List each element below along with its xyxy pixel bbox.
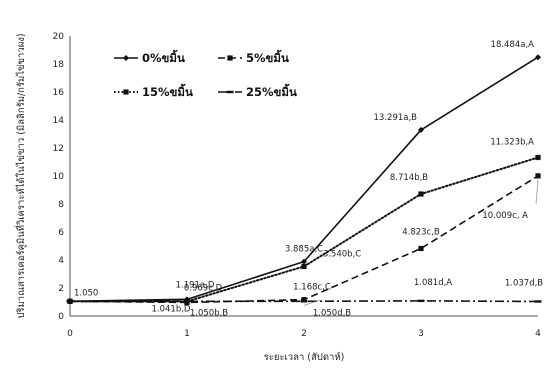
leader-line bbox=[303, 299, 321, 306]
data-label: 1.037d,B bbox=[505, 278, 543, 288]
leader-line bbox=[535, 179, 539, 204]
series-point bbox=[300, 300, 308, 303]
data-label: 1.050 bbox=[74, 288, 98, 298]
y-tick-label: 4 bbox=[58, 256, 64, 266]
legend-entry: 15%ขมิ้น bbox=[114, 83, 193, 99]
series-point bbox=[535, 54, 541, 61]
data-label: 18.484a,A bbox=[491, 40, 535, 50]
series-point bbox=[183, 300, 191, 303]
data-label: 1.081d,A bbox=[414, 278, 452, 288]
y-tick-label: 0 bbox=[58, 312, 64, 322]
legend-entry: 25%ขมิ้น bbox=[218, 83, 297, 99]
series-point bbox=[418, 126, 424, 133]
data-labels: 1.050 1.191a,D 3.885a,C 13.291a,B 18.484a,A 0… bbox=[74, 40, 543, 318]
data-label: 1.041b,D bbox=[152, 304, 191, 314]
x-tick-label: 2 bbox=[301, 329, 307, 339]
data-label: 13.291a,B bbox=[374, 113, 418, 123]
data-label: 1.191a,D bbox=[176, 280, 215, 290]
y-tick-label: 10 bbox=[53, 172, 65, 182]
legend-label: 5%ขมิ้น bbox=[246, 49, 289, 65]
data-label: 10.009c, A bbox=[482, 211, 528, 221]
series-point bbox=[301, 263, 307, 270]
legend-marker bbox=[226, 90, 234, 94]
data-label: 4.823c,B bbox=[402, 227, 440, 237]
data-label: 3.885a,C bbox=[285, 245, 323, 255]
series-point bbox=[418, 191, 424, 197]
y-tick-label: 2 bbox=[58, 284, 64, 294]
x-tick-label: 1 bbox=[184, 329, 190, 339]
series-15%ขมิ้น bbox=[67, 154, 541, 305]
y-tick-label: 18 bbox=[53, 60, 65, 70]
legend-marker bbox=[123, 55, 129, 61]
series-line bbox=[69, 156, 539, 303]
x-axis-title: ระยะเวลา (สัปดาห์) bbox=[264, 351, 345, 363]
x-tick-labels: 0 1 2 3 4 bbox=[67, 329, 541, 339]
data-label: 3.540b,C bbox=[323, 249, 361, 259]
y-axis-title: ปริมาณสารเคอร์คูมินที่วิเคราะห์ได้ในไข่ข… bbox=[14, 33, 27, 318]
data-label: 1.168c,C bbox=[293, 283, 331, 293]
legend-entry: 5%ขมิ้น bbox=[218, 49, 289, 65]
series-point bbox=[301, 258, 307, 265]
series-lines bbox=[66, 54, 542, 306]
legend-marker bbox=[227, 55, 233, 61]
data-label: 1.050b,B bbox=[190, 308, 228, 318]
legend-marker bbox=[123, 89, 129, 95]
series-point bbox=[535, 154, 541, 161]
series-point bbox=[66, 300, 74, 303]
legend-label: 25%ขมิ้น bbox=[246, 83, 297, 99]
data-label: 8.714b,B bbox=[390, 173, 428, 183]
series-point bbox=[418, 245, 424, 252]
y-tick-label: 6 bbox=[58, 228, 64, 238]
legend-entry: 0%ขมิ้น bbox=[114, 49, 185, 65]
y-tick-label: 8 bbox=[58, 200, 64, 210]
y-tick-label: 20 bbox=[53, 32, 65, 42]
x-tick-label: 0 bbox=[67, 329, 73, 339]
data-label: 0.969c,D bbox=[184, 283, 223, 293]
legend-label: 15%ขมิ้น bbox=[142, 83, 193, 99]
series-point bbox=[301, 297, 307, 303]
series-point bbox=[534, 300, 542, 303]
y-tick-label: 12 bbox=[53, 144, 64, 154]
x-tick-label: 4 bbox=[535, 329, 541, 339]
series-point bbox=[535, 173, 541, 179]
series-25%ขมิ้น bbox=[66, 299, 542, 303]
x-tick-label: 3 bbox=[418, 329, 424, 339]
data-label: 1.050d,B bbox=[313, 308, 351, 318]
y-tick-label: 16 bbox=[53, 88, 65, 98]
legend: 0%ขมิ้น 5%ขมิ้น 15%ขมิ้น 25%ขมิ้น bbox=[114, 49, 297, 99]
data-label: 11.323b,A bbox=[490, 137, 534, 147]
legend-label: 0%ขมิ้น bbox=[142, 49, 185, 65]
y-tick-labels: 0 2 4 6 8 10 12 14 16 18 20 bbox=[53, 32, 65, 322]
label-leader-lines bbox=[303, 179, 539, 306]
y-tick-label: 14 bbox=[53, 116, 65, 126]
series-point bbox=[417, 299, 425, 303]
